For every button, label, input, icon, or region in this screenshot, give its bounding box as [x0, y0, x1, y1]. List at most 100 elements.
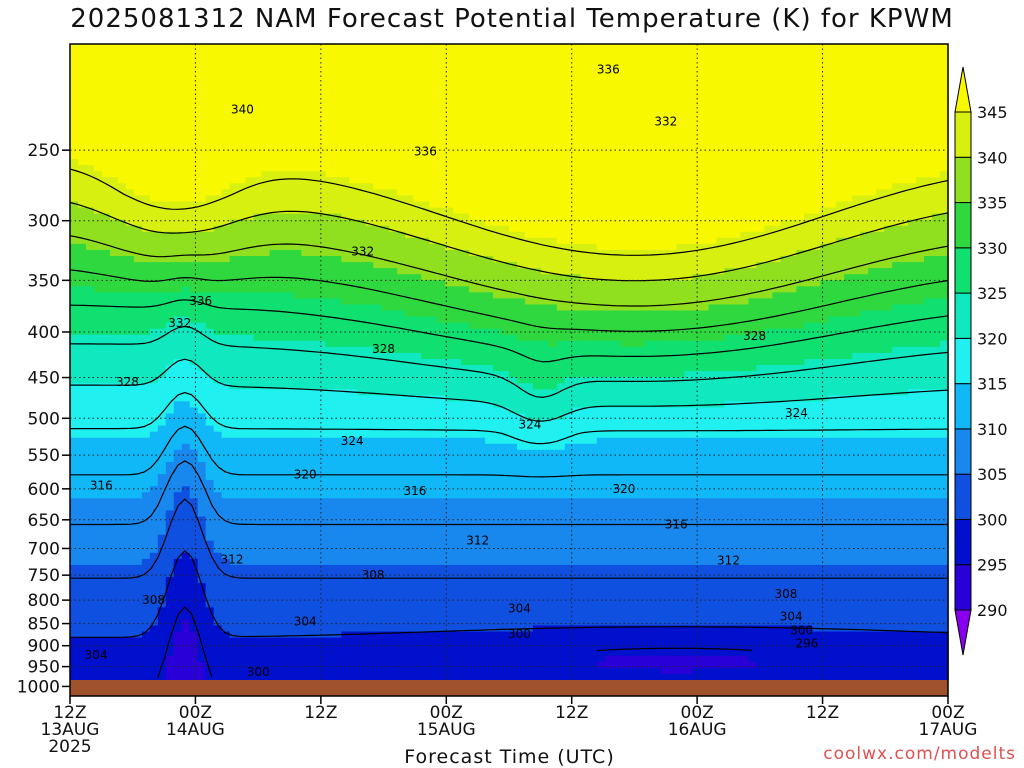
field-cell	[301, 577, 311, 584]
field-cell	[301, 292, 311, 300]
field-cell	[85, 207, 95, 215]
field-cell	[285, 474, 295, 481]
field-cell	[325, 546, 335, 554]
field-cell	[125, 213, 135, 221]
field-cell	[269, 237, 279, 245]
field-cell	[125, 225, 135, 233]
field-cell	[189, 383, 199, 390]
field-cell	[357, 146, 367, 154]
field-cell	[205, 50, 215, 57]
field-cell	[70, 165, 79, 172]
field-cell	[317, 213, 327, 221]
field-cell	[157, 389, 167, 397]
field-cell	[341, 419, 351, 427]
field-cell	[93, 171, 103, 178]
field-cell	[189, 256, 199, 263]
field-cell	[205, 207, 215, 215]
field-cell	[237, 377, 247, 384]
field-cell	[189, 528, 199, 536]
field-cell	[389, 601, 398, 609]
field-cell	[253, 468, 263, 475]
field-cell	[389, 304, 398, 312]
field-cell	[221, 298, 231, 306]
field-cell	[429, 577, 438, 584]
field-cell	[245, 455, 255, 463]
field-cell	[157, 358, 167, 366]
field-cell	[405, 516, 414, 524]
field-cell	[405, 371, 414, 378]
field-cell	[237, 195, 247, 203]
field-cell	[317, 522, 327, 530]
field-cell	[70, 492, 79, 499]
field-cell	[109, 474, 119, 481]
field-cell	[373, 413, 382, 421]
field-cell	[93, 153, 103, 160]
field-cell	[70, 552, 79, 560]
field-cell	[197, 431, 207, 439]
field-cell	[253, 419, 263, 427]
field-cell	[317, 177, 327, 185]
field-cell	[109, 431, 119, 439]
field-cell	[205, 534, 215, 542]
field-cell	[133, 389, 143, 397]
field-cell	[261, 455, 271, 463]
field-cell	[405, 431, 414, 439]
field-cell	[341, 540, 351, 548]
field-cell	[309, 443, 319, 451]
field-cell	[325, 68, 335, 75]
field-cell	[85, 583, 95, 590]
field-cell	[421, 165, 430, 172]
field-cell	[93, 165, 103, 172]
field-cell	[117, 540, 127, 548]
field-cell	[117, 140, 127, 148]
field-cell	[149, 310, 159, 318]
field-cell	[357, 183, 367, 191]
field-cell	[205, 98, 215, 106]
field-cell	[165, 322, 175, 330]
field-cell	[413, 237, 422, 245]
field-cell	[285, 195, 295, 203]
field-cell	[229, 231, 239, 239]
field-cell	[397, 346, 406, 354]
field-cell	[197, 631, 207, 639]
field-cell	[125, 328, 135, 336]
field-cell	[253, 146, 263, 154]
field-cell	[373, 625, 382, 633]
field-cell	[141, 655, 151, 663]
field-cell	[405, 437, 414, 445]
field-cell	[309, 122, 319, 130]
field-cell	[141, 116, 151, 124]
field-cell	[133, 195, 143, 203]
field-cell	[365, 486, 375, 493]
field-cell	[389, 389, 398, 397]
field-cell	[141, 534, 151, 542]
field-cell	[221, 437, 231, 445]
field-cell	[181, 122, 191, 130]
field-cell	[341, 577, 351, 584]
field-cell	[93, 589, 103, 596]
field-cell	[397, 437, 406, 445]
field-cell	[253, 589, 263, 596]
field-cell	[429, 322, 438, 330]
field-cell	[437, 528, 446, 536]
field-cell	[181, 80, 191, 88]
field-cell	[77, 419, 87, 427]
field-cell	[357, 552, 367, 560]
field-cell	[213, 474, 223, 481]
field-cell	[357, 468, 367, 475]
field-cell	[173, 449, 183, 457]
field-cell	[157, 316, 167, 324]
field-cell	[237, 231, 247, 239]
field-cell	[437, 534, 446, 542]
field-cell	[221, 352, 231, 360]
field-cell	[109, 159, 119, 166]
field-cell	[70, 613, 79, 621]
field-cell	[101, 86, 111, 94]
field-cell	[429, 310, 438, 318]
field-cell	[261, 413, 271, 421]
field-cell	[141, 540, 151, 548]
field-cell	[141, 56, 151, 63]
field-cell	[333, 510, 343, 518]
field-cell	[325, 461, 335, 469]
field-cell	[437, 171, 446, 178]
